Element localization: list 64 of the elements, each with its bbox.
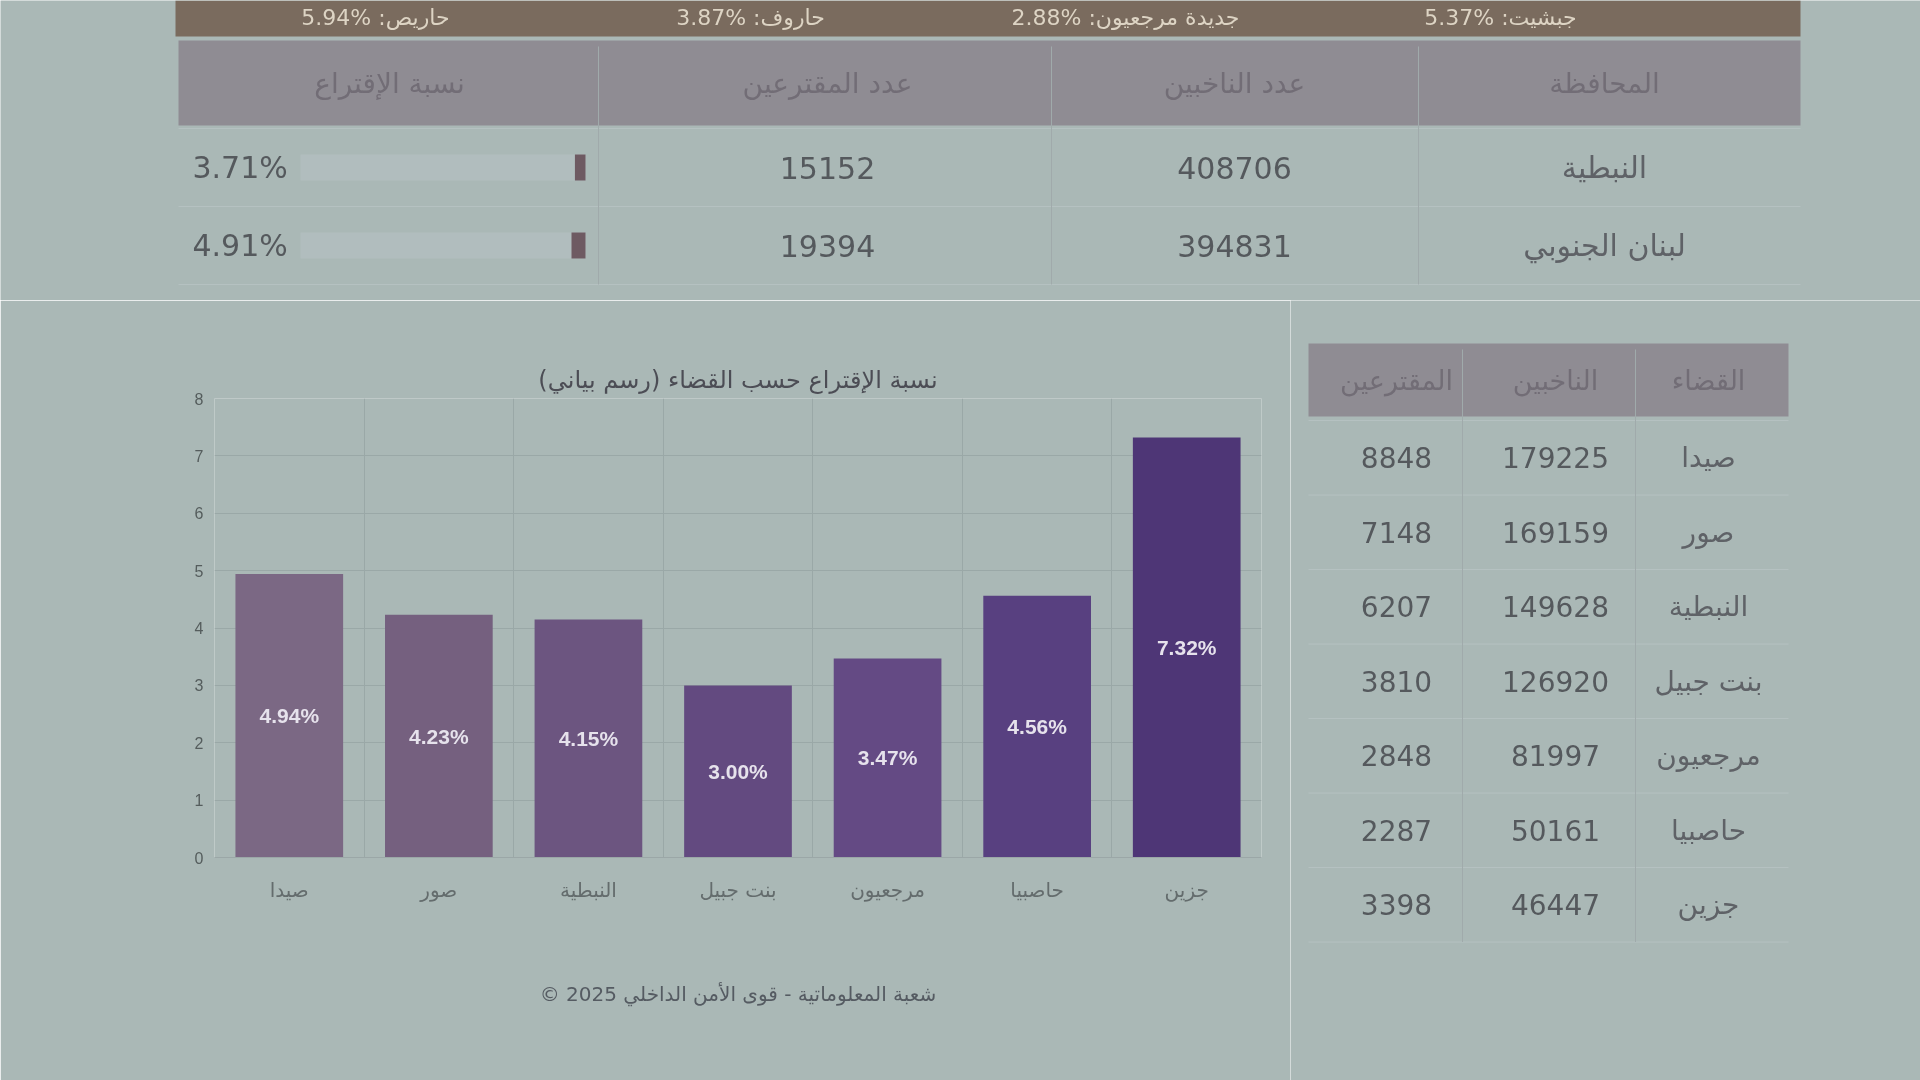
- data-label: 408706: [1177, 150, 1292, 186]
- x-tick-label: صور: [419, 877, 458, 902]
- category-label: مرجعيون: [1656, 739, 1761, 773]
- x-tick-label: مرجعيون: [850, 877, 925, 902]
- x-tick-label: بنت جبيل: [699, 877, 777, 902]
- bar: [684, 685, 792, 858]
- y-tick-label: 3: [194, 677, 204, 695]
- category-label: بنت جبيل: [1654, 664, 1763, 698]
- data-label: 7.32%: [1156, 636, 1217, 660]
- x-tick-label: جزين: [1164, 877, 1209, 902]
- data-label: 3.00%: [708, 759, 769, 783]
- category-label: النبطية: [1561, 150, 1648, 185]
- data-label: 179225: [1502, 442, 1609, 476]
- y-tick-label: 4: [194, 620, 204, 637]
- data-label: 4.94%: [259, 704, 320, 728]
- y-tick-label: 0: [194, 849, 204, 867]
- category-label: حاصبيا: [1670, 813, 1747, 847]
- data-label: 4.56%: [1007, 715, 1068, 739]
- bar: [534, 619, 643, 858]
- text: حاروف: %3.87: [676, 5, 825, 30]
- y-tick-label: 5: [194, 562, 204, 580]
- data-label: 3810: [1360, 665, 1433, 699]
- y-tick-label: 6: [194, 505, 204, 523]
- bar: [833, 658, 942, 858]
- x-tick-label: النبطية: [559, 877, 617, 902]
- data-label: 2848: [1360, 740, 1433, 774]
- text: حاريص: %5.94: [301, 5, 450, 31]
- text: جديدة مرجعيون: %2.88: [1011, 5, 1240, 30]
- chart-title: نسبة الإقتراع حسب القضاء (رسم بياني): [538, 365, 938, 394]
- data-label: 50161: [1510, 814, 1601, 848]
- data-label: 7148: [1360, 516, 1433, 550]
- data-label: 3398: [1360, 889, 1433, 923]
- data-label: 19394: [779, 228, 876, 264]
- data-label: 81997: [1510, 740, 1601, 774]
- data-label: 8848: [1360, 442, 1433, 476]
- category-label: صيدا: [1681, 441, 1736, 475]
- text: جبشيت: %5.37: [1424, 5, 1577, 30]
- category-label: صور: [1680, 515, 1735, 549]
- data-label: 2287: [1360, 814, 1433, 848]
- y-tick-label: 8: [194, 390, 204, 408]
- bar: [983, 595, 1091, 858]
- x-tick-label: صيدا: [269, 877, 309, 902]
- data-label: 6207: [1360, 591, 1433, 625]
- y-tick-label: 2: [194, 734, 204, 752]
- category-label: النبطية: [1668, 590, 1749, 624]
- category-label: لبنان الجنوبي: [1523, 228, 1686, 264]
- text: © شعبة المعلوماتية - قوى الأمن الداخلي 2025: [539, 981, 937, 1007]
- data-label: 149628: [1502, 591, 1609, 625]
- data-label: 3.47%: [857, 746, 918, 770]
- data-label: 46447: [1510, 889, 1601, 923]
- x-tick-label: حاصبيا: [1010, 877, 1064, 902]
- data-label: 126920: [1502, 665, 1609, 699]
- data-label: 4.15%: [558, 726, 619, 750]
- y-tick-label: 1: [194, 792, 204, 810]
- bar: [1132, 437, 1241, 858]
- bar: [385, 614, 493, 858]
- data-label: 3.71%: [192, 150, 288, 185]
- bar: [235, 574, 344, 858]
- data-label: 15152: [779, 150, 876, 186]
- data-label: 169159: [1502, 516, 1609, 550]
- data-label: 394831: [1177, 228, 1292, 264]
- data-label: 4.23%: [409, 724, 469, 748]
- data-label: 4.91%: [192, 228, 288, 263]
- y-tick-label: 7: [194, 447, 204, 465]
